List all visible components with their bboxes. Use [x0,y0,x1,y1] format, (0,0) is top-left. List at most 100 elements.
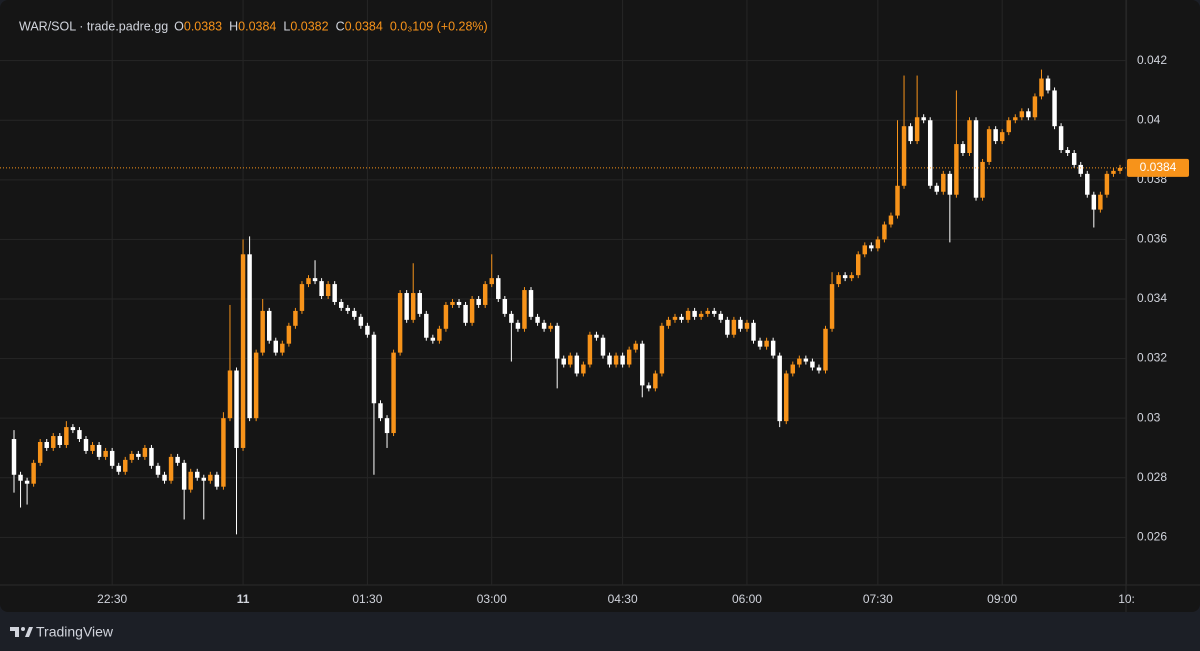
candle-body [973,120,979,198]
logo-mark [25,627,33,637]
brand-name: TradingView [36,624,114,640]
candle-body [443,304,449,329]
candle-body [312,278,318,282]
candle-body [253,352,259,419]
candle-body [240,254,246,448]
y-tick-label: 0.032 [1137,351,1167,365]
candle-body [1078,164,1083,174]
candle-body [528,290,534,317]
candle-body [927,120,933,186]
candle-body [548,325,553,329]
candle-body [234,370,239,448]
x-tick-label: 09:00 [987,592,1017,606]
candle-body [921,117,926,121]
candle-body [816,367,822,371]
candle-body [659,325,665,374]
candle-body [195,471,200,478]
candle-body [842,275,848,279]
x-tick-label: 01:30 [352,592,382,606]
grid [0,0,1127,585]
candle-body [273,340,279,353]
candle-body [155,465,161,475]
ohlc-key: L [283,19,290,33]
candle-body [378,403,383,419]
ohlc-key: H [229,19,238,33]
candle-body [77,430,82,440]
candle-body [561,358,566,365]
candle-body [1098,194,1103,210]
logo-mark [10,627,19,637]
chart-panel [0,0,1200,612]
candle-body [895,185,900,216]
candle-body [424,313,429,338]
candle-body [633,343,638,350]
ohlc-key: O [174,19,184,33]
candle-body [476,298,481,305]
candle-body [672,316,678,320]
candle-body [260,310,265,353]
x-tick-label: 22:30 [97,592,127,606]
candle-body [541,322,547,329]
candle-body [1085,173,1090,195]
candle-body [790,364,796,374]
y-tick-label: 0.03 [1137,410,1161,424]
candle-body [947,173,953,195]
candle-body [24,480,30,484]
candle-body [823,328,828,371]
candle-body [397,293,403,353]
candle-body [574,355,580,374]
candle-body [391,352,396,434]
candle-body [352,310,357,317]
candle-body [705,310,710,314]
candle-body [31,462,36,484]
candle-body [941,173,946,192]
y-tick-label: 0.026 [1137,530,1167,544]
candle-body [345,307,350,311]
candle-body [784,373,789,422]
candle-body [613,355,619,365]
candle-body [581,364,586,374]
candle-body [1104,173,1110,195]
candle-body [764,340,769,347]
candle-body [247,254,252,419]
x-tick-label: 03:00 [477,592,507,606]
candle-body [1032,96,1038,118]
candle-body [450,301,455,305]
x-tick-label: 06:00 [732,592,762,606]
candle-body [718,313,724,320]
candle-body [901,126,907,186]
candle-body [777,355,782,422]
candle-body [653,373,658,389]
symbol: WAR/SOL · trade.padre.gg [19,19,168,33]
candle-body [221,418,226,487]
candle-body [986,129,992,162]
candle-body [620,355,625,365]
candle-body [384,418,390,434]
candle-body [679,316,684,320]
candle-body [175,456,180,463]
candle-body [568,355,573,365]
candle-body [306,278,311,285]
candle-body [934,185,939,192]
candle-body [725,319,730,335]
candle-body [456,301,462,305]
ohlc-value: 0.0384 [238,19,276,33]
candle-body [954,144,959,195]
candle-body [365,325,370,335]
candle-body [90,444,95,451]
candle-body [338,301,344,308]
logo-mark [21,627,25,631]
candle-body [37,441,43,463]
ohlc-legend: WAR/SOL · trade.padre.gg O 0.0383 H 0.0384 L 0… [19,19,488,33]
y-tick-label: 0.036 [1137,232,1167,246]
change: 0.0₃109 (+0.28%) [390,19,488,33]
candle-body [685,310,691,320]
candle-body [646,385,652,389]
candle-body [70,427,76,431]
candle-body [744,322,750,329]
candle-body [162,474,167,481]
axes: 0.0260.0280.030.0320.0340.0360.0380.040.… [97,53,1189,606]
candle-body [502,298,508,314]
candle-body [482,284,488,305]
